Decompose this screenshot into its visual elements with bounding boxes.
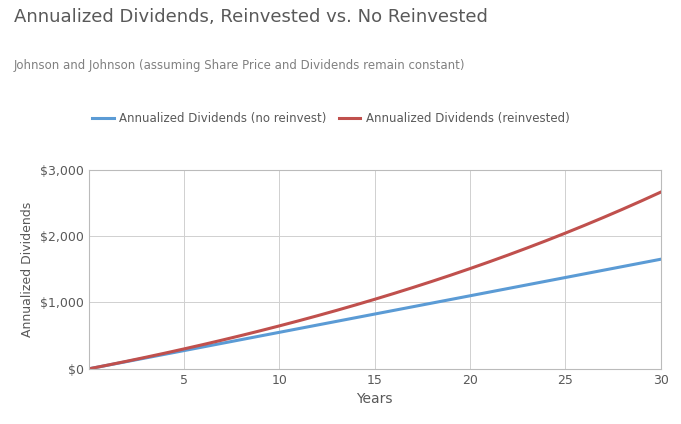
Annualized Dividends (no reinvest) bbox=[180, 348, 188, 353]
Annualized Dividends (no reinvest) bbox=[523, 282, 531, 287]
Y-axis label: Annualized Dividends: Annualized Dividends bbox=[21, 202, 34, 337]
Annualized Dividends (no reinvest) bbox=[561, 275, 569, 280]
Annualized Dividends (reinvested) bbox=[313, 313, 321, 318]
Annualized Dividends (no reinvest) bbox=[237, 337, 245, 342]
Annualized Dividends (no reinvest) bbox=[428, 301, 436, 306]
Annualized Dividends (reinvested) bbox=[104, 363, 112, 368]
Annualized Dividends (no reinvest) bbox=[542, 279, 550, 284]
Annualized Dividends (reinvested) bbox=[409, 285, 417, 290]
Legend: Annualized Dividends (no reinvest), Annualized Dividends (reinvested): Annualized Dividends (no reinvest), Annu… bbox=[88, 108, 574, 130]
Annualized Dividends (no reinvest) bbox=[466, 293, 474, 298]
Annualized Dividends (no reinvest) bbox=[504, 286, 512, 291]
X-axis label: Years: Years bbox=[356, 392, 393, 406]
Annualized Dividends (no reinvest) bbox=[161, 352, 169, 357]
Annualized Dividends (no reinvest) bbox=[637, 260, 646, 265]
Annualized Dividends (no reinvest) bbox=[599, 268, 607, 273]
Annualized Dividends (reinvested) bbox=[142, 355, 150, 360]
Annualized Dividends (reinvested) bbox=[180, 346, 188, 351]
Annualized Dividends (reinvested) bbox=[637, 198, 646, 204]
Annualized Dividends (reinvested) bbox=[466, 266, 474, 271]
Annualized Dividends (no reinvest) bbox=[84, 366, 93, 371]
Line: Annualized Dividends (no reinvest): Annualized Dividends (no reinvest) bbox=[89, 259, 661, 369]
Annualized Dividends (reinvested) bbox=[599, 215, 607, 220]
Annualized Dividends (reinvested) bbox=[256, 328, 264, 333]
Annualized Dividends (reinvested) bbox=[332, 308, 340, 313]
Annualized Dividends (reinvested) bbox=[294, 318, 302, 324]
Annualized Dividends (no reinvest) bbox=[104, 363, 112, 368]
Annualized Dividends (reinvested) bbox=[275, 324, 283, 329]
Annualized Dividends (no reinvest) bbox=[123, 359, 131, 364]
Annualized Dividends (no reinvest) bbox=[218, 341, 226, 346]
Annualized Dividends (no reinvest) bbox=[390, 308, 398, 313]
Annualized Dividends (reinvested) bbox=[542, 238, 550, 243]
Annualized Dividends (no reinvest) bbox=[618, 264, 627, 269]
Annualized Dividends (no reinvest) bbox=[332, 319, 340, 324]
Annualized Dividends (reinvested) bbox=[485, 259, 493, 265]
Annualized Dividends (reinvested) bbox=[618, 207, 627, 212]
Annualized Dividends (no reinvest) bbox=[275, 330, 283, 335]
Annualized Dividends (no reinvest) bbox=[351, 315, 360, 320]
Annualized Dividends (reinvested) bbox=[161, 351, 169, 356]
Annualized Dividends (no reinvest) bbox=[294, 326, 302, 331]
Annualized Dividends (no reinvest) bbox=[313, 323, 321, 328]
Line: Annualized Dividends (reinvested): Annualized Dividends (reinvested) bbox=[89, 192, 661, 369]
Annualized Dividends (reinvested) bbox=[237, 333, 245, 338]
Annualized Dividends (reinvested) bbox=[504, 253, 512, 258]
Annualized Dividends (reinvested) bbox=[561, 231, 569, 236]
Annualized Dividends (no reinvest) bbox=[409, 304, 417, 310]
Annualized Dividends (reinvested) bbox=[656, 190, 665, 195]
Annualized Dividends (reinvested) bbox=[447, 273, 455, 278]
Annualized Dividends (reinvested) bbox=[580, 223, 588, 228]
Annualized Dividends (reinvested) bbox=[123, 359, 131, 364]
Text: Johnson and Johnson (assuming Share Price and Dividends remain constant): Johnson and Johnson (assuming Share Pric… bbox=[14, 59, 465, 73]
Annualized Dividends (no reinvest) bbox=[580, 271, 588, 276]
Annualized Dividends (no reinvest) bbox=[199, 344, 207, 349]
Annualized Dividends (reinvested) bbox=[428, 279, 436, 284]
Annualized Dividends (no reinvest) bbox=[256, 333, 264, 338]
Annualized Dividends (reinvested) bbox=[351, 302, 360, 307]
Annualized Dividends (no reinvest) bbox=[370, 312, 379, 317]
Annualized Dividends (reinvested) bbox=[370, 297, 379, 302]
Annualized Dividends (no reinvest) bbox=[142, 355, 150, 360]
Annualized Dividends (reinvested) bbox=[523, 245, 531, 251]
Annualized Dividends (no reinvest) bbox=[447, 297, 455, 302]
Annualized Dividends (reinvested) bbox=[390, 291, 398, 296]
Text: Annualized Dividends, Reinvested vs. No Reinvested: Annualized Dividends, Reinvested vs. No … bbox=[14, 8, 488, 26]
Annualized Dividends (no reinvest) bbox=[656, 257, 665, 262]
Annualized Dividends (no reinvest) bbox=[485, 290, 493, 295]
Annualized Dividends (reinvested) bbox=[218, 338, 226, 343]
Annualized Dividends (reinvested) bbox=[199, 342, 207, 347]
Annualized Dividends (reinvested) bbox=[84, 366, 93, 371]
